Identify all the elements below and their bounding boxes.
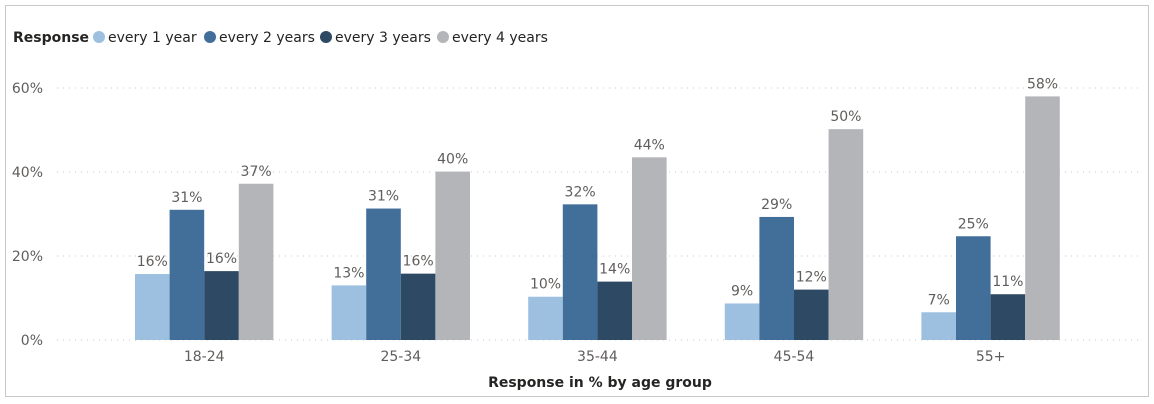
bar[interactable] [435,171,470,340]
data-label: 14% [599,262,630,278]
legend-label: every 1 year [108,30,197,46]
x-axis-title: Response in % by age group [488,375,712,391]
bar[interactable] [238,183,274,340]
bar-group: 13% 31% 16% 40% [331,152,470,340]
bar[interactable] [366,208,401,340]
y-tick-label: 40% [12,165,43,181]
bar[interactable] [169,209,205,340]
data-label: 9% [731,283,753,299]
bar[interactable] [204,271,239,340]
y-tick-label: 0% [21,333,43,349]
bar-group: 7% 25% 11% 58% [921,76,1060,341]
bar[interactable] [724,303,760,340]
y-axis: 0% 20% 40% 60% [12,81,43,349]
legend-label: every 2 years [219,30,315,46]
bar[interactable] [400,273,436,340]
data-label: 29% [761,197,792,213]
legend-title: Response [13,30,89,46]
bar[interactable] [990,294,1026,340]
bars: 16% 31% 16% 37% 13% 31% 16% 40% 10% 32% 14% 44% 9% 29… [135,76,1060,341]
legend-marker [320,31,332,43]
x-tick-label: 55+ [976,349,1006,365]
data-label: 16% [206,251,237,267]
data-label: 7% [928,292,950,308]
bar[interactable] [759,216,794,340]
bar[interactable] [528,296,563,340]
data-label: 11% [992,274,1023,290]
x-tick-label: 35-44 [577,349,618,365]
bar[interactable] [632,157,667,340]
legend-item[interactable]: every 1 year [93,30,197,46]
data-label: 10% [530,277,561,293]
bar[interactable] [597,281,632,340]
data-label: 44% [634,137,665,153]
x-tick-label: 45-54 [774,349,815,365]
bar-group: 16% 31% 16% 37% [135,164,274,340]
x-axis: 18-24 25-34 35-44 45-54 55+ [184,349,1006,365]
data-label: 16% [403,254,434,270]
data-label: 25% [958,216,989,232]
legend-marker [93,31,105,43]
data-label: 31% [368,189,399,205]
bar[interactable] [331,285,367,340]
legend-marker [437,31,449,43]
bar-group: 10% 32% 14% 44% [528,137,667,340]
y-tick-label: 20% [12,249,43,265]
data-label: 37% [241,164,272,180]
y-tick-label: 60% [12,81,43,97]
data-label: 58% [1027,76,1058,92]
legend-item[interactable]: every 3 years [320,30,431,46]
bar[interactable] [562,204,598,340]
bar[interactable] [1025,96,1060,341]
legend-label: every 3 years [335,30,431,46]
data-label: 13% [333,265,364,281]
data-label: 12% [796,270,827,286]
bar[interactable] [956,236,991,340]
x-tick-label: 18-24 [184,349,225,365]
legend-label: every 4 years [452,30,548,46]
data-label: 31% [171,190,202,206]
data-label: 32% [565,184,596,200]
legend: Response every 1 year every 2 years every … [13,30,548,46]
legend-marker [204,31,216,43]
bar[interactable] [828,129,864,340]
bar[interactable] [921,312,956,340]
legend-item[interactable]: every 4 years [437,30,548,46]
data-label: 16% [137,254,168,270]
bar-group: 9% 29% 12% 50% [724,109,864,340]
data-label: 40% [437,152,468,168]
x-tick-label: 25-34 [380,349,421,365]
legend-item[interactable]: every 2 years [204,30,315,46]
data-label: 50% [830,109,861,125]
bar[interactable] [794,289,829,340]
bar[interactable] [135,274,170,340]
